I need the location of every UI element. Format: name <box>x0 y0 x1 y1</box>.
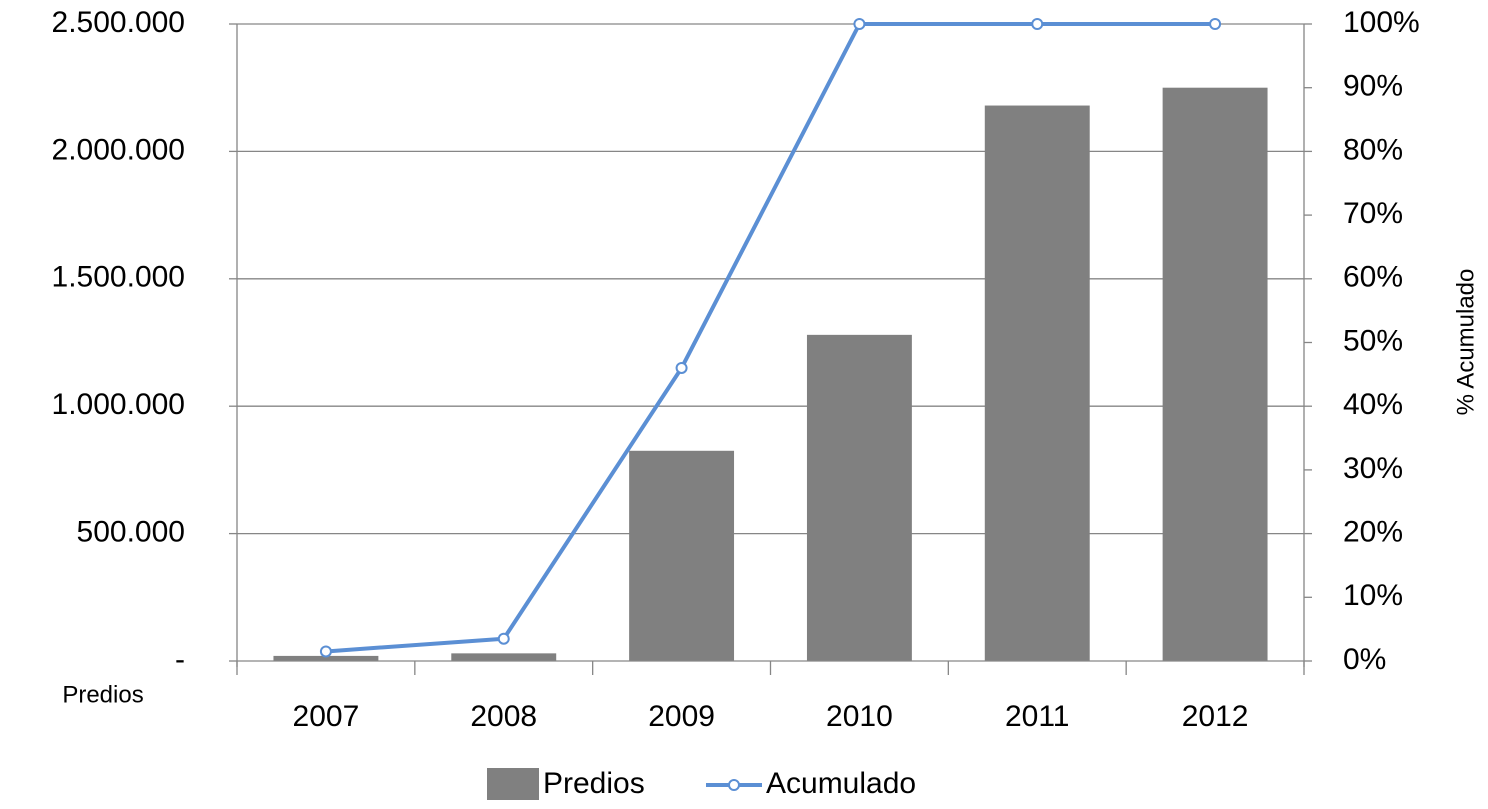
bar-2009 <box>629 450 735 661</box>
x-tick-label-2008: 2008 <box>470 700 537 733</box>
y2-tick-label: 80% <box>1343 133 1403 166</box>
y-tick-label: 1.000.000 <box>52 388 185 421</box>
x-tick-label-2012: 2012 <box>1182 700 1249 733</box>
x-tick-label-2007: 2007 <box>293 700 360 733</box>
legend-label-predios: Predios <box>543 767 645 800</box>
y2-tick-label: 50% <box>1343 324 1403 357</box>
y-tick-label: 2.000.000 <box>52 133 185 166</box>
acumulado-point-2008 <box>497 632 510 645</box>
y-tick-label: 1.500.000 <box>52 261 185 294</box>
legend-label-acumulado: Acumulado <box>766 767 916 800</box>
line-series <box>319 18 1222 658</box>
right-axis-ticks: 0% 10% 20% 30% 40% 50% 60% 70% 80% 90% 100% <box>1343 6 1420 676</box>
acumulado-point-2012 <box>1209 18 1222 30</box>
acumulado-point-2007 <box>319 645 332 658</box>
bar-2011 <box>984 105 1090 661</box>
bar-2008 <box>451 653 557 661</box>
x-tick-label-2010: 2010 <box>826 700 893 733</box>
y2-tick-label: 40% <box>1343 388 1403 421</box>
y-tick-label: 2.500.000 <box>52 6 185 39</box>
x-tick-label-2009: 2009 <box>648 700 715 733</box>
bar-2012 <box>1162 87 1268 661</box>
y2-tick-label: 100% <box>1343 6 1420 39</box>
y2-tick-label: 60% <box>1343 261 1403 294</box>
legend: Predios Acumulado <box>487 767 916 800</box>
y2-tick-label: 20% <box>1343 516 1403 549</box>
acumulado-point-2009 <box>675 361 688 374</box>
axes <box>229 23 1312 675</box>
left-axis-title: Predios <box>62 681 143 708</box>
bar-series <box>273 87 1268 661</box>
left-axis-ticks: - 500.000 1.000.000 1.500.000 2.000.000 2.500… <box>52 6 185 676</box>
y2-tick-label: 30% <box>1343 452 1403 485</box>
legend-marker-acumulado <box>728 779 740 791</box>
y2-tick-label: 90% <box>1343 70 1403 103</box>
bar-2007 <box>273 655 379 661</box>
y2-tick-label: 70% <box>1343 197 1403 230</box>
y2-tick-label: 10% <box>1343 579 1403 612</box>
y-tick-label: 500.000 <box>77 516 185 549</box>
bar-2010 <box>806 334 912 661</box>
acumulado-point-2010 <box>853 18 866 30</box>
y-tick-label: - <box>175 643 185 676</box>
acumulado-line <box>325 22 1216 654</box>
gridlines <box>237 23 1304 535</box>
y2-tick-label: 0% <box>1343 643 1386 676</box>
legend-swatch-predios <box>487 768 539 800</box>
acumulado-point-2011 <box>1031 18 1044 30</box>
x-tick-label-2011: 2011 <box>1005 700 1070 733</box>
x-axis-ticks: 2007 2008 2009 2010 2011 2012 <box>293 700 1249 733</box>
right-axis-title: % Acumulado <box>1452 269 1479 416</box>
